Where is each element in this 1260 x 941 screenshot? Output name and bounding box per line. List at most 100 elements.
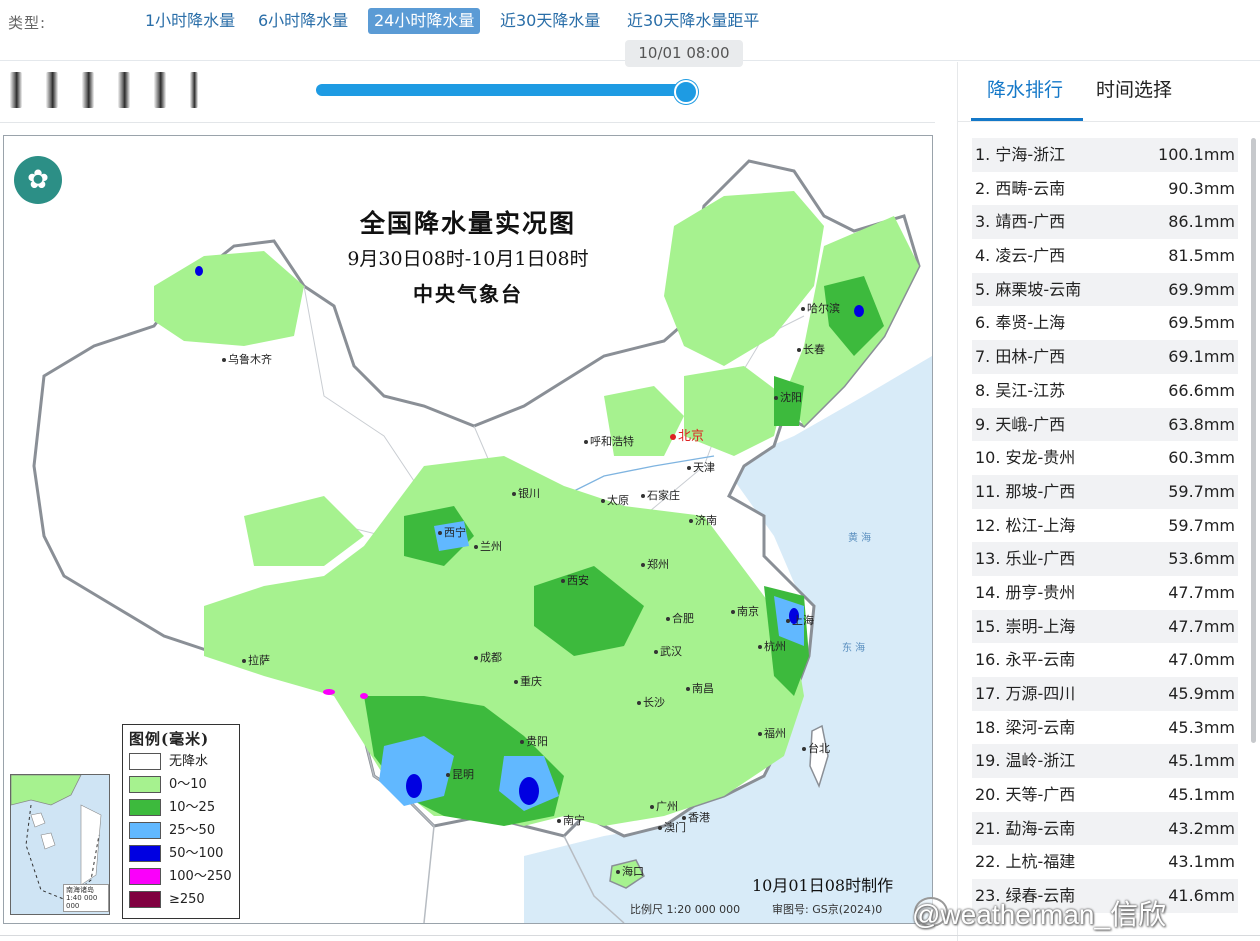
legend-item: 0～10	[123, 774, 239, 797]
precip-value: 41.6mm	[1168, 886, 1235, 906]
ranking-row[interactable]: 8. 吴江-江苏 66.6mm	[972, 374, 1238, 408]
legend-label: ≥250	[169, 892, 205, 907]
type-option-1h[interactable]: 1小时降水量	[145, 11, 236, 30]
legend-label: 无降水	[169, 754, 209, 769]
ranking-row[interactable]: 15. 崇明-上海 47.7mm	[972, 609, 1238, 644]
station-name: 19. 温岭-浙江	[975, 751, 1076, 771]
station-name: 2. 西畴-云南	[975, 178, 1066, 198]
station-name: 8. 吴江-江苏	[975, 380, 1066, 400]
time-tick[interactable]	[46, 72, 58, 108]
station-name: 16. 永平-云南	[975, 650, 1076, 670]
station-name: 23. 绿春-云南	[975, 886, 1076, 906]
precip-value: 66.6mm	[1168, 380, 1235, 400]
city-label: 济南	[689, 512, 717, 528]
map-approval-number: 审图号: GS京(2024)0	[772, 903, 883, 916]
station-name: 15. 崇明-上海	[975, 616, 1076, 636]
city-label: 银川	[512, 485, 540, 501]
type-option-24h[interactable]: 24小时降水量	[368, 8, 481, 34]
time-slider-track[interactable]	[316, 84, 686, 96]
city-label: 重庆	[514, 673, 542, 689]
legend-swatch	[129, 891, 161, 908]
ranking-row[interactable]: 11. 那坡-广西 59.7mm	[972, 474, 1238, 509]
ranking-row[interactable]: 4. 凌云-广西 81.5mm	[972, 239, 1238, 273]
city-label: 福州	[758, 725, 786, 741]
type-option-6h[interactable]: 6小时降水量	[258, 11, 349, 30]
precip-value: 69.9mm	[1168, 279, 1235, 299]
time-ticks	[10, 70, 220, 110]
station-name: 20. 天等-广西	[975, 785, 1076, 805]
time-tick[interactable]	[190, 72, 198, 108]
station-name: 5. 麻栗坡-云南	[975, 279, 1082, 299]
ranking-row[interactable]: 9. 天峨-广西 63.8mm	[972, 407, 1238, 442]
ranking-row[interactable]: 3. 靖西-广西 86.1mm	[972, 205, 1238, 240]
precip-value: 86.1mm	[1168, 212, 1235, 232]
ranking-row[interactable]: 7. 田林-广西 69.1mm	[972, 340, 1238, 374]
type-option-30d-anomaly[interactable]: 近30天降水量距平	[627, 11, 760, 30]
time-tick[interactable]	[10, 72, 22, 108]
map-issuer: 中央气象台	[413, 282, 523, 306]
scrollbar[interactable]	[1251, 138, 1256, 743]
ranking-row[interactable]: 6. 奉贤-上海 69.5mm	[972, 306, 1238, 340]
watermark: @weatherman_信欣	[912, 899, 1167, 930]
ranking-row[interactable]: 2. 西畴-云南 90.3mm	[972, 172, 1238, 206]
station-name: 11. 那坡-广西	[975, 481, 1076, 501]
legend-label: 25～50	[169, 823, 216, 838]
map-subtitle: 9月30日08时-10月1日08时	[347, 248, 589, 270]
precip-value: 45.1mm	[1168, 751, 1235, 771]
legend-label: 10～25	[169, 800, 216, 815]
precip-value: 69.1mm	[1168, 347, 1235, 367]
ranking-row[interactable]: 12. 松江-上海 59.7mm	[972, 509, 1238, 543]
city-label: 澳门	[658, 819, 686, 835]
precip-value: 45.3mm	[1168, 717, 1235, 737]
time-tick[interactable]	[82, 72, 94, 108]
ranking-row[interactable]: 5. 麻栗坡-云南 69.9mm	[972, 272, 1238, 307]
legend-swatch	[129, 799, 161, 816]
tab-precip-ranking[interactable]: 降水排行	[987, 79, 1064, 101]
cma-logo-icon: ✿	[14, 156, 62, 204]
ranking-row[interactable]: 13. 乐业-广西 53.6mm	[972, 542, 1238, 576]
tab-time-select[interactable]: 时间选择	[1096, 79, 1173, 101]
city-label: 石家庄	[641, 487, 680, 503]
ranking-row[interactable]: 20. 天等-广西 45.1mm	[972, 778, 1238, 812]
precip-value: 43.1mm	[1168, 852, 1235, 872]
time-slider-handle[interactable]	[674, 80, 698, 104]
precipitation-map: ✿ 全国降水量实况图 9月30日08时-10月1日08时 中央气象台 乌鲁木齐 …	[3, 135, 933, 924]
ranking-row[interactable]: 18. 梁河-云南 45.3mm	[972, 711, 1238, 745]
legend-swatch	[129, 753, 161, 770]
legend-swatch	[129, 822, 161, 839]
time-tooltip: 10/01 08:00	[625, 40, 743, 67]
city-label: 昆明	[446, 766, 474, 782]
ranking-row[interactable]: 14. 册亨-贵州 47.7mm	[972, 576, 1238, 610]
time-tick[interactable]	[118, 72, 130, 108]
city-label: 海口	[616, 863, 644, 879]
station-name: 1. 宁海-浙江	[975, 145, 1066, 164]
ranking-row[interactable]: 19. 温岭-浙江 45.1mm	[972, 744, 1238, 779]
city-label: 太原	[601, 492, 629, 508]
sea-label: 东 海	[842, 643, 866, 654]
type-option-30d[interactable]: 近30天降水量	[500, 11, 601, 30]
map-scale: 比例尺 1:20 000 000	[630, 903, 741, 916]
precip-value: 47.7mm	[1168, 582, 1235, 602]
ranking-row[interactable]: 10. 安龙-贵州 60.3mm	[972, 441, 1238, 475]
ranking-row[interactable]: 21. 勐海-云南 43.2mm	[972, 811, 1238, 846]
city-label: 上海	[786, 612, 814, 628]
legend-label: 50～100	[169, 846, 224, 861]
ranking-row[interactable]: 17. 万源-四川 45.9mm	[972, 677, 1238, 711]
ranking-row[interactable]: 22. 上杭-福建 43.1mm	[972, 845, 1238, 879]
capital-label: 北京	[670, 425, 704, 444]
city-label: 广州	[650, 798, 678, 814]
station-name: 12. 松江-上海	[975, 515, 1076, 535]
precip-value: 59.7mm	[1168, 515, 1235, 535]
ranking-panel: 降水排行 时间选择 1. 宁海-浙江 100.1mm 2. 西畴-云南 90.3mm 3…	[957, 62, 1260, 941]
ranking-row[interactable]: 1. 宁海-浙江 100.1mm	[972, 138, 1238, 172]
inset-caption: 南海诸岛 1:40 000 000	[63, 884, 109, 912]
legend-label: 0～10	[169, 777, 207, 792]
city-label: 武汉	[654, 643, 682, 659]
ranking-row[interactable]: 16. 永平-云南 47.0mm	[972, 643, 1238, 677]
time-tick[interactable]	[154, 72, 166, 108]
ranking-row[interactable]: 23. 绿春-云南 41.6mm	[972, 879, 1238, 913]
city-label: 杭州	[758, 638, 786, 654]
made-time: 10月01日08时制作	[752, 876, 894, 895]
active-tab-indicator	[971, 118, 1083, 121]
divider	[0, 122, 935, 123]
